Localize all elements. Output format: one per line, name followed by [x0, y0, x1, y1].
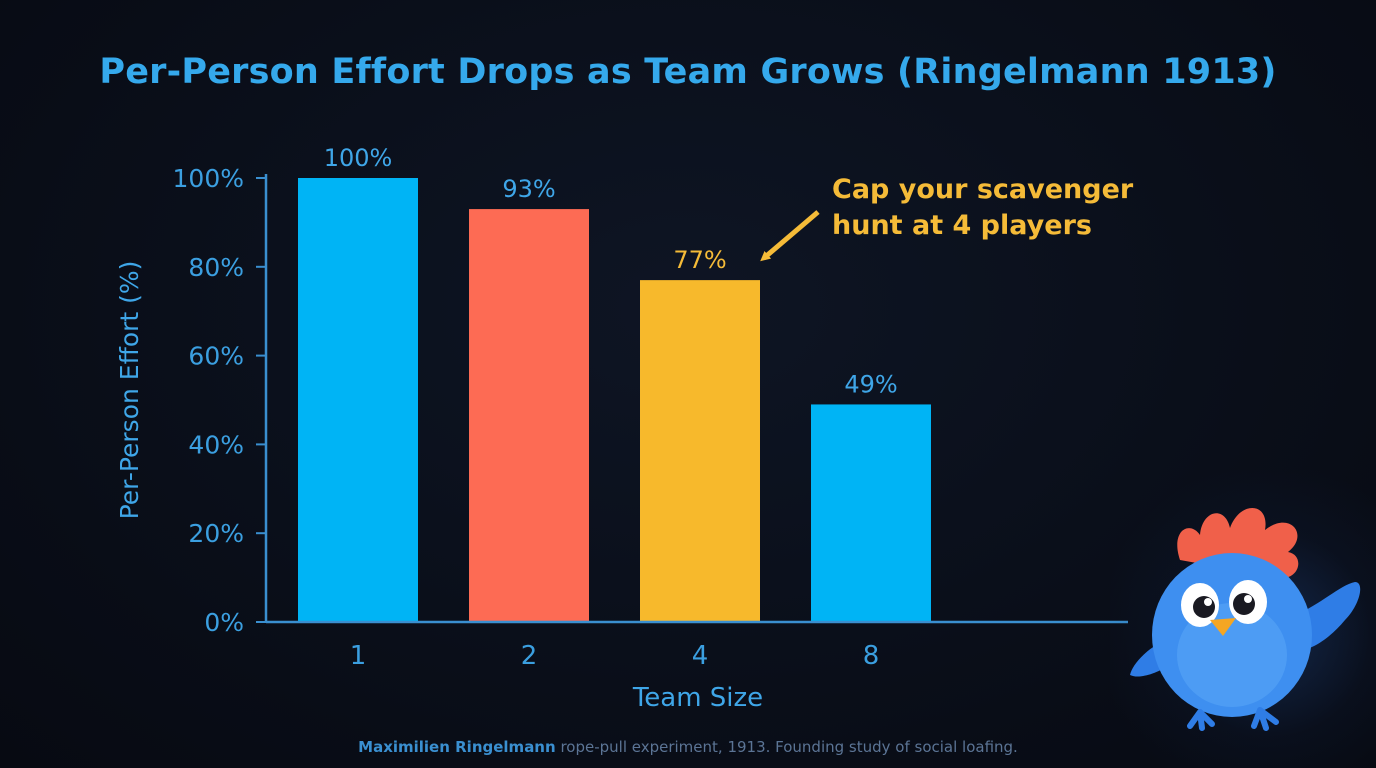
bar-2: [469, 209, 589, 622]
x-tick-label: 4: [692, 641, 709, 671]
x-axis-label: Team Size: [632, 683, 763, 713]
x-tick-label: 2: [521, 641, 538, 671]
bar-1: [298, 178, 418, 622]
value-label: 49%: [844, 370, 897, 398]
y-tick-label: 60%: [188, 342, 244, 371]
y-axis-label: Per-Person Effort (%): [115, 261, 144, 520]
x-tick-label: 1: [350, 641, 367, 671]
bar-4: [640, 280, 760, 622]
blue-bird-mascot-icon: [1130, 507, 1361, 731]
y-tick-label: 100%: [173, 164, 244, 193]
value-label: 93%: [502, 175, 555, 203]
y-tick-label: 0%: [204, 608, 244, 637]
callout-annotation: Cap your scavenger hunt at 4 players: [832, 174, 1134, 241]
value-label: 77%: [673, 246, 726, 274]
y-tick-label: 20%: [188, 519, 244, 548]
x-tick-label: 8: [863, 641, 880, 671]
footnote: Maximilien Ringelmann rope-pull experime…: [0, 738, 1376, 756]
bar-8: [811, 404, 931, 622]
value-label: 100%: [324, 144, 393, 172]
callout-arrow: [760, 210, 820, 262]
y-tick-label: 80%: [188, 253, 244, 282]
chart-title: Per-Person Effort Drops as Team Grows (R…: [99, 52, 1277, 92]
footnote-text: rope-pull experiment, 1913. Founding stu…: [555, 738, 1018, 756]
footnote-author: Maximilien Ringelmann: [358, 738, 556, 756]
y-tick-label: 40%: [188, 430, 244, 459]
